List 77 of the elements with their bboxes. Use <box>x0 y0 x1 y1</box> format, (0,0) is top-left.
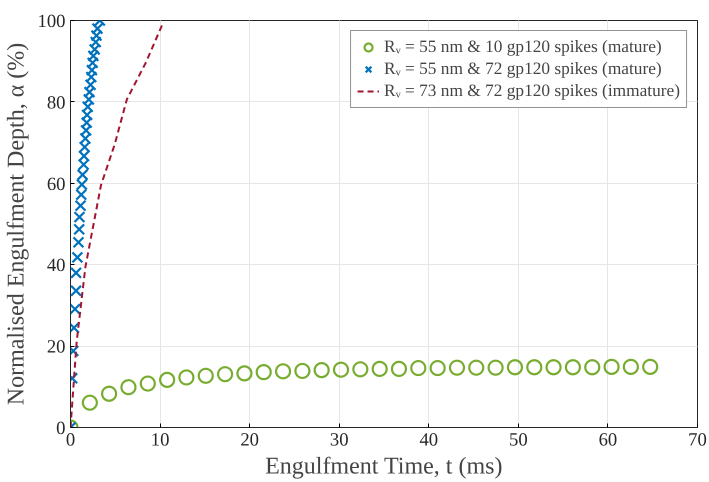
point <box>256 364 272 380</box>
point <box>90 36 102 48</box>
point <box>75 188 88 201</box>
point <box>80 116 93 129</box>
point <box>90 30 103 42</box>
point <box>526 359 542 376</box>
point <box>73 223 86 236</box>
x-tick-label: 50 <box>509 430 528 450</box>
point <box>274 363 292 380</box>
y-tick-label: 20 <box>46 336 66 358</box>
point <box>410 360 426 376</box>
legend-label: Rᵥ = 55 nm & 10 gp120 spikes (mature) <box>384 37 662 57</box>
x-tick-label: 40 <box>419 430 438 450</box>
point <box>83 86 96 98</box>
point <box>70 266 82 279</box>
x-tick-label: 10 <box>150 430 170 450</box>
y-axis-title: Normalised Engulfment Depth, α (%) <box>4 42 30 406</box>
point <box>78 150 90 162</box>
point <box>71 251 84 264</box>
point <box>79 132 92 145</box>
point <box>564 359 582 376</box>
point <box>314 362 330 378</box>
point <box>140 375 156 392</box>
point <box>70 303 82 316</box>
point <box>81 108 94 121</box>
y-tick-label: 100 <box>38 11 66 32</box>
point <box>430 360 446 376</box>
point <box>85 71 98 84</box>
x-tick-label: 60 <box>598 430 618 450</box>
point <box>82 93 95 106</box>
point <box>488 360 504 376</box>
point <box>390 360 408 377</box>
point <box>178 369 195 386</box>
point <box>294 362 310 380</box>
point <box>76 168 89 181</box>
point <box>86 64 98 76</box>
point <box>76 178 88 191</box>
point <box>584 359 600 376</box>
x-tick-label: 30 <box>330 430 349 450</box>
y-tick-label: 60 <box>46 174 66 195</box>
x-tick-label: 70 <box>688 430 707 450</box>
point <box>159 372 176 388</box>
point <box>87 50 100 62</box>
point <box>372 360 388 377</box>
point <box>80 124 92 136</box>
point <box>236 365 253 382</box>
point <box>73 211 86 224</box>
point <box>352 361 368 378</box>
point <box>506 359 524 376</box>
legend-label: Rᵥ = 55 nm & 72 gp120 spikes (mature) <box>384 59 662 79</box>
point <box>82 100 94 113</box>
point <box>120 379 137 396</box>
point <box>70 284 82 297</box>
point <box>78 158 90 171</box>
point <box>622 358 639 375</box>
point <box>545 359 562 376</box>
x-tick-label: 20 <box>240 430 259 450</box>
point <box>448 360 466 376</box>
point <box>217 366 234 382</box>
point <box>78 141 91 154</box>
point <box>101 386 118 402</box>
point <box>82 394 98 411</box>
x-axis-title: Engulfment Time, t (ms) <box>265 454 502 480</box>
point <box>72 236 85 248</box>
point <box>468 360 484 376</box>
y-tick-label: 40 <box>46 255 66 276</box>
point <box>604 358 620 375</box>
point <box>74 200 87 212</box>
point <box>642 358 658 375</box>
point <box>91 22 104 35</box>
y-tick-label: 80 <box>46 92 66 114</box>
point <box>88 43 101 56</box>
point <box>86 56 99 69</box>
point <box>332 362 350 378</box>
point <box>84 78 97 91</box>
point <box>198 368 214 384</box>
legend-label: Rᵥ = 73 nm & 72 gp120 spikes (immature) <box>384 81 680 101</box>
